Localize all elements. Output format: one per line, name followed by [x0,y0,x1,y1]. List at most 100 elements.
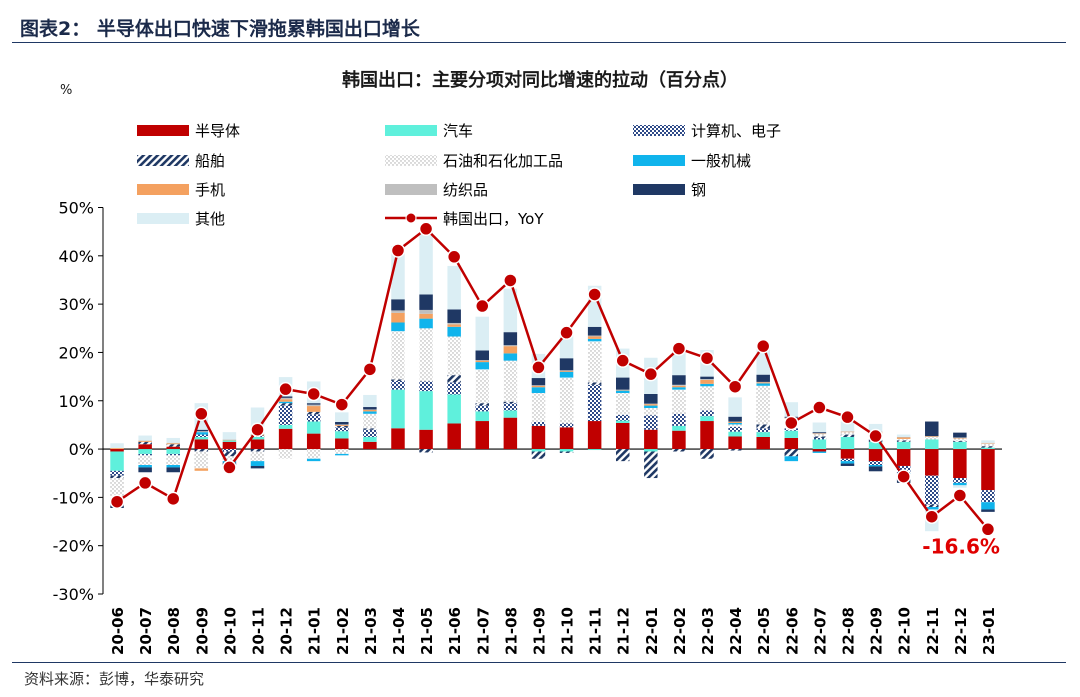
bar-segment [222,440,237,442]
bar-segment [672,430,686,450]
yoy-point [250,422,265,437]
y-tick-label: 0% [69,440,94,459]
bar-segment [700,421,714,450]
bar-segment [925,436,939,437]
legend-swatch [137,125,189,136]
bar-segment [250,465,265,469]
bar-segment [812,422,827,433]
yoy-point [755,338,771,354]
bar-segment [278,401,293,404]
bar-segment [896,436,911,438]
x-tick-label: 20-07 [137,607,155,655]
legend-swatch [633,155,685,166]
bar-segment [981,443,995,447]
bar-segment [981,490,995,503]
bar-segment [953,478,967,483]
bar-segment [194,431,209,433]
bar-segment [812,433,827,434]
bar-segment [728,449,742,451]
yoy-point [222,460,237,475]
axes: 50% 40% 30% 20% 10% 0% -10% -20% -30% 20-06 20-07 2… [53,199,1002,655]
yoy-point [362,362,378,377]
legend-label: 汽车 [443,122,473,140]
bar-segment [840,431,855,433]
bar-segment [419,449,433,453]
bar-segment [587,449,602,451]
bar-segment [447,322,461,325]
bar-segment [166,449,180,454]
yoy-point [531,360,546,375]
bar-segment [278,396,293,398]
bar-segment [194,429,209,432]
bar-segment [531,393,546,423]
bar-segment [587,421,602,450]
bar-segment [250,461,265,466]
bar-segment [756,374,770,382]
bar-segment [615,420,630,423]
bar-segment [278,403,293,406]
yoy-point [671,341,687,356]
bar-segment [110,475,124,479]
yoy-line-series [109,221,996,537]
bar-segment [812,437,827,440]
bar-segment [700,386,714,411]
bar-segment [250,449,265,452]
bar-segment [222,449,237,452]
yoy-point [306,386,321,402]
x-tick-label: 22-07 [811,607,829,655]
bar-segment [784,430,799,438]
bar-segment [896,437,911,439]
bar-segment [644,393,658,404]
bar-segment [531,422,546,426]
bar-segment [503,353,518,361]
bar-segment [110,443,124,449]
bar-segment [419,381,433,392]
bar-segment [756,428,770,433]
bar-segment [447,326,461,337]
bar-segment [391,312,405,323]
y-tick-label: 40% [58,247,94,266]
bar-segment [925,504,939,508]
x-tick-label: 21-03 [362,607,380,655]
bar-segment [475,369,490,404]
bar-segment [700,383,714,387]
x-tick-label: 21-05 [418,607,436,655]
x-tick-label: 22-10 [896,607,914,655]
x-tick-label: 20-06 [109,607,127,655]
bar-segment [447,336,461,376]
bar-segment [278,424,293,429]
bar-segment [672,413,686,426]
bar-segment [306,406,321,412]
x-tick-label: 21-09 [530,607,548,655]
x-tick-label: 23-01 [980,607,998,655]
bar-segment [868,466,883,472]
bar-segment [587,326,602,336]
bar-segment [672,350,686,376]
bar-segment [868,441,883,450]
bar-segment [756,436,770,450]
bar-segment [363,413,377,429]
bar-segment [559,451,574,453]
bar-segment [391,428,405,450]
bar-segment [615,390,630,391]
last-value-annotation: -16.6% [922,534,1000,558]
legend-swatch [633,184,685,195]
yoy-point [924,509,940,524]
bar-segment [166,443,180,445]
bar-segment [194,449,209,452]
bar-segment [953,440,967,442]
bar-segment [503,332,518,346]
bar-segment [925,475,939,505]
bar-segment [784,456,799,462]
bar-segment [812,433,827,435]
bar-segment [925,439,939,450]
bar-segment [896,440,911,442]
bar-segment [363,394,377,408]
x-tick-label: 20-08 [165,607,183,655]
bar-segment [700,379,714,384]
bar-segment [840,421,855,432]
chart-title: 韩国出口：主要分项对同比增速的拉动（百分点） [342,69,738,91]
bar-segment [925,421,939,437]
legend-swatch-marker [405,212,417,224]
bar-segment [363,409,377,412]
